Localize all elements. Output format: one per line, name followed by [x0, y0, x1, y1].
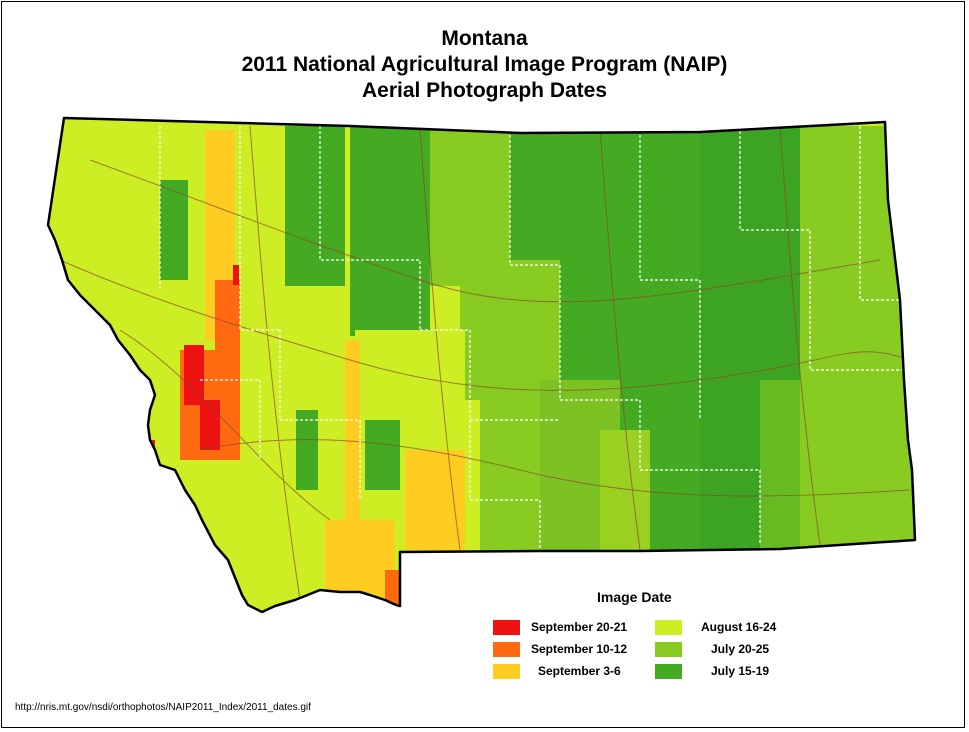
road-8	[119, 329, 331, 521]
roads-layer	[59, 125, 911, 601]
zone-july15-g	[296, 410, 318, 490]
title-line-1: Montana	[441, 27, 528, 50]
legend-label-aug16: August 16-24	[701, 620, 777, 634]
legend-swatch-aug16	[655, 620, 682, 635]
county-line-7	[420, 329, 560, 421]
source-url: http://nris.mt.gov/nsdi/orthophotos/NAIP…	[15, 702, 311, 713]
zone-sept20-a	[184, 345, 204, 405]
zone-sept20-b	[200, 400, 220, 450]
zone-july20-a	[430, 126, 510, 286]
zone-july15-f	[160, 180, 188, 280]
road-2	[89, 159, 881, 303]
road-4	[249, 125, 301, 601]
zone-sept3-c	[405, 450, 465, 550]
image-date-zones	[48, 118, 915, 612]
county-line-4	[509, 130, 561, 400]
zone-sept20-c	[135, 440, 155, 490]
title-line-3: Aerial Photograph Dates	[361, 79, 608, 102]
title-line-2: 2011 National Agricultural Image Program…	[241, 53, 728, 76]
legend-label-sept10: September 10-12	[531, 642, 628, 656]
county-line-12	[469, 420, 541, 550]
zone-july20-e	[760, 380, 800, 550]
state-boundary	[46, 116, 917, 614]
county-line-10	[200, 379, 261, 460]
zone-sept3-d	[345, 340, 360, 600]
legend-label-sept20: September 20-21	[531, 620, 628, 634]
road-6	[599, 129, 641, 551]
county-line-3	[319, 126, 421, 330]
legend-title: Image Date	[597, 589, 672, 605]
zone-sept10-c	[385, 570, 403, 610]
zone-july15-a	[285, 126, 345, 286]
legend-swatch-sept20	[493, 620, 520, 635]
zone-july20-f	[600, 430, 650, 550]
legend-swatch-jul20	[655, 642, 682, 657]
road-3	[199, 439, 911, 497]
county-line-8	[560, 399, 761, 545]
map-title: Montana 2011 National Agricultural Image…	[0, 26, 969, 104]
road-7	[779, 125, 821, 546]
road-1	[59, 259, 911, 391]
county-line-6	[739, 126, 905, 371]
road-5	[419, 129, 461, 551]
legend-swatch-sept3	[493, 664, 520, 679]
zone-sept20-d	[233, 265, 239, 285]
legend-swatch-sept10	[493, 642, 520, 657]
legend-label-jul15: July 15-19	[711, 664, 770, 678]
county-lines	[159, 126, 905, 550]
county-line-2	[239, 126, 280, 331]
county-line-11	[859, 126, 900, 301]
legend-label-sept3: September 3-6	[538, 664, 621, 678]
county-line-5	[639, 130, 701, 420]
county-line-9	[279, 330, 361, 500]
legend-label-jul20: July 20-25	[711, 642, 770, 656]
legend-swatch-jul15	[655, 664, 682, 679]
